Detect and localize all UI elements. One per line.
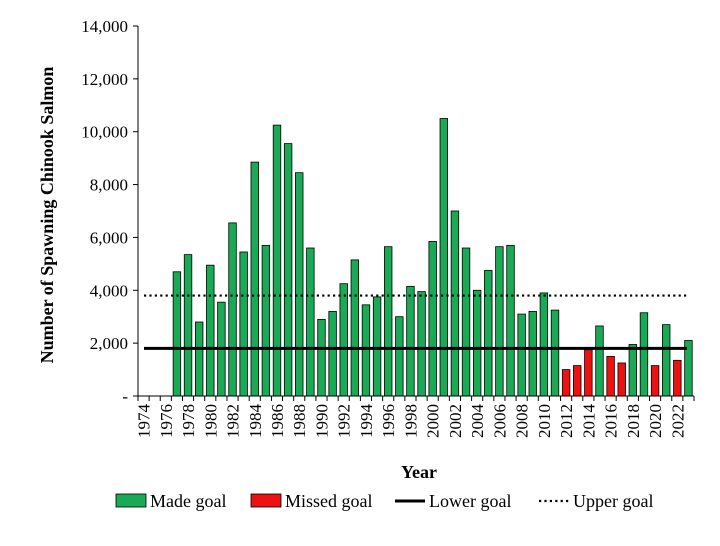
bar-2014	[584, 349, 593, 397]
x-tick-label-1988: 1988	[290, 404, 309, 438]
legend-label-made-goal: Made goal	[150, 491, 226, 511]
bar-2009	[528, 311, 537, 397]
bar-2020	[650, 365, 660, 397]
y-tick-label: 14,000	[81, 17, 128, 36]
legend-label-upper-goal: Upper goal	[573, 491, 653, 511]
bar-1980	[206, 264, 215, 397]
x-tick-label-1978: 1978	[179, 404, 198, 438]
bar-2019	[639, 312, 649, 397]
x-tick-label-2020: 2020	[646, 404, 665, 438]
legend-label-missed-goal: Missed goal	[285, 491, 373, 511]
bar-1991	[328, 311, 337, 397]
y-tick-label: -	[122, 387, 128, 406]
bar-1996	[384, 246, 393, 397]
x-tick-label-1992: 1992	[335, 404, 354, 438]
bar-2010	[539, 292, 549, 397]
bars-layer	[172, 118, 693, 397]
legend-swatch-made-goal	[115, 493, 147, 508]
x-tick-label-1994: 1994	[357, 404, 376, 439]
bar-2003	[461, 247, 471, 397]
bar-1999	[417, 291, 426, 397]
bar-1987	[283, 143, 293, 397]
x-tick-label-2016: 2016	[602, 404, 621, 438]
tick-labels-layer: - 2,000 4,000 6,000 8,000 10,000 12,000 14,000 1…	[81, 17, 687, 438]
x-tick-label-1996: 1996	[379, 404, 398, 438]
y-tick-label: 6,000	[90, 228, 128, 247]
bar-1988	[295, 172, 304, 397]
x-tick-label-1990: 1990	[312, 404, 331, 438]
bar-2012	[561, 369, 571, 397]
bar-2007	[506, 244, 515, 397]
x-tick-label-2006: 2006	[490, 404, 509, 438]
bar-1986	[272, 124, 282, 397]
bar-1979	[194, 321, 204, 397]
legend: Made goal Missed goal Lower goal Upper goal	[115, 491, 653, 511]
bar-2022	[673, 359, 682, 397]
x-tick-label-1986: 1986	[268, 404, 287, 438]
goal-lines-layer	[144, 294, 687, 350]
x-tick-label-1984: 1984	[246, 404, 265, 439]
bar-2000	[428, 240, 437, 397]
bar-1982	[228, 222, 237, 397]
bar-2005	[484, 270, 493, 397]
bar-1998	[406, 285, 415, 397]
y-tick-label: 8,000	[90, 176, 128, 195]
legend-label-lower-goal: Lower goal	[429, 491, 511, 511]
bar-1978	[183, 254, 193, 397]
x-tick-label-2012: 2012	[557, 404, 576, 438]
bar-2001	[439, 118, 448, 397]
x-tick-label-2008: 2008	[513, 404, 532, 438]
bar-2006	[495, 246, 504, 397]
bar-2013	[573, 365, 582, 397]
bar-2018	[628, 344, 638, 397]
bar-2002	[450, 210, 460, 397]
x-tick-label-2000: 2000	[424, 404, 443, 438]
y-tick-label: 2,000	[90, 334, 128, 353]
bar-2016	[606, 355, 615, 397]
bar-2015	[595, 325, 604, 397]
bar-1993	[350, 259, 360, 397]
y-tick-label: 12,000	[81, 70, 128, 89]
x-tick-label-1976: 1976	[157, 404, 176, 438]
bar-2004	[472, 289, 482, 397]
bar-1989	[306, 247, 315, 397]
x-tick-label-2018: 2018	[624, 404, 643, 438]
bar-2017	[617, 362, 626, 397]
x-tick-label-1998: 1998	[401, 404, 420, 438]
bar-1983	[239, 251, 248, 397]
bar-2011	[550, 309, 560, 397]
legend-swatch-missed-goal	[250, 493, 282, 508]
bar-1995	[372, 296, 382, 397]
x-axis-title: Year	[401, 462, 437, 482]
bar-1997	[395, 316, 404, 397]
x-tick-label-2022: 2022	[668, 404, 687, 438]
bar-2008	[517, 313, 526, 397]
x-tick-label-2004: 2004	[468, 404, 487, 439]
x-tick-label-1982: 1982	[224, 404, 243, 438]
bar-1990	[317, 318, 326, 397]
bar-1977	[172, 271, 182, 397]
axes-layer	[133, 25, 695, 401]
x-tick-label-1974: 1974	[135, 404, 154, 439]
bar-2021	[662, 324, 671, 397]
bar-1984	[250, 161, 259, 397]
x-tick-label-1980: 1980	[201, 404, 220, 438]
bar-1992	[339, 283, 348, 397]
y-tick-label: 4,000	[90, 281, 128, 300]
x-tick-label-2014: 2014	[579, 404, 598, 439]
x-tick-label-2002: 2002	[446, 404, 465, 438]
bar-1994	[361, 304, 371, 397]
x-tick-label-2010: 2010	[535, 404, 554, 438]
y-tick-label: 10,000	[81, 123, 128, 142]
y-axis-title: Number of Spawning Chinook Salmon	[37, 67, 57, 364]
bar-1985	[261, 244, 271, 397]
